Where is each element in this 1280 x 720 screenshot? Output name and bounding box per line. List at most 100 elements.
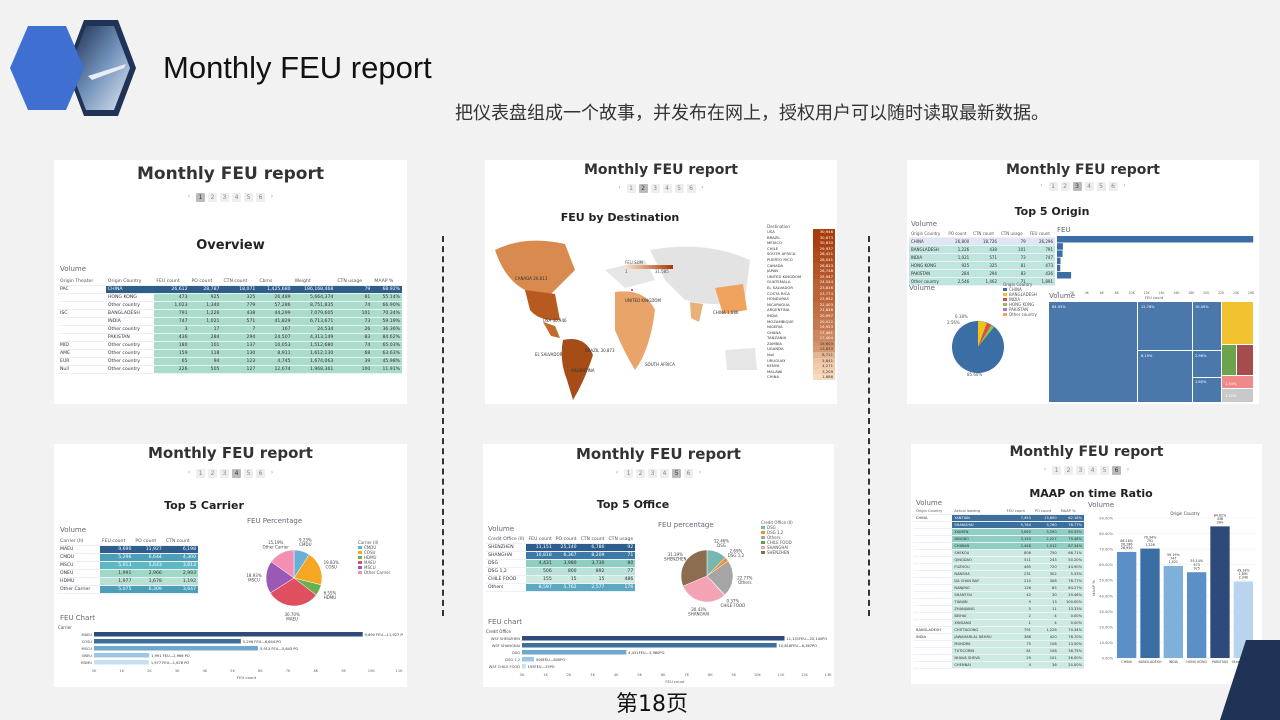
table-header-row: Origin Country PO count CTN count CTN usage… <box>909 230 1055 238</box>
axis-tick: 18K <box>1188 291 1195 295</box>
destination-name: Null <box>767 352 775 358</box>
table-cell: 1,512,680 <box>292 341 336 350</box>
table-cell: 1,021 <box>946 253 972 262</box>
maap-bar-label: 70.34% <box>1144 536 1157 540</box>
axis-tick: 6K <box>1100 291 1105 295</box>
destination-value: 20,997 <box>813 312 835 319</box>
pager-next-button[interactable]: › <box>270 193 274 200</box>
pager-page-5[interactable]: 5 <box>1100 466 1109 475</box>
pager-page-2[interactable]: 2 <box>1060 182 1070 191</box>
table-header-cell: FEU count <box>154 278 190 286</box>
maap-bar-label: 1,226 <box>1145 543 1154 547</box>
maap-bar-name: HONG KONG <box>1186 660 1207 664</box>
pager-page-5[interactable]: 5 <box>244 193 253 202</box>
pager-page-6[interactable]: 6 <box>256 469 265 478</box>
pager-page-4[interactable]: 4 <box>662 184 672 193</box>
maap-bar-name: INDIA <box>1169 660 1179 664</box>
section-heading: FEU by Destination <box>560 211 680 224</box>
pager-page-1[interactable]: 1 <box>1052 466 1061 475</box>
axis-tick: 11K <box>777 673 785 677</box>
destination-row: TANZANIA 17,404 <box>767 335 835 341</box>
pager-prev-button[interactable]: ‹ <box>618 184 621 191</box>
pager-page-3[interactable]: 3 <box>1076 466 1085 475</box>
pager-page-6[interactable]: 6 <box>1108 182 1118 191</box>
pager-prev-button[interactable]: ‹ <box>615 469 619 476</box>
pager-prev-button[interactable]: ‹ <box>1040 182 1043 189</box>
carrier-pie-label-name: CMDU <box>299 542 311 547</box>
office-pie-label-name: CHILE FOOD <box>721 603 746 608</box>
destination-value: 20,012 <box>813 318 835 325</box>
map-label: EL SALVADOR <box>535 352 563 357</box>
pager-page-6[interactable]: 6 <box>1112 466 1121 475</box>
pager-page-5[interactable]: 5 <box>672 469 681 478</box>
pager-page-6[interactable]: 6 <box>256 193 265 202</box>
maap-bar-label: 284 <box>1217 521 1223 525</box>
pager-page-3[interactable]: 3 <box>220 469 229 478</box>
table-cell <box>914 556 953 564</box>
pager-next-button[interactable]: › <box>1123 182 1126 189</box>
carrier-table: Carrier (II) FEU count PO count CTN count MA… <box>58 538 198 594</box>
panel-title: Monthly FEU report <box>1009 444 1164 460</box>
office-bar <box>522 657 534 662</box>
pager-page-5[interactable]: 5 <box>1096 182 1106 191</box>
panel-carrier: Monthly FEU report ‹ 1 2 3 4 5 6 › Top 5… <box>54 444 407 687</box>
table-cell: BEIHAI <box>952 612 1005 620</box>
table-cell <box>914 605 953 613</box>
pager-page-3[interactable]: 3 <box>220 193 229 202</box>
table-cell: Other country <box>909 277 947 286</box>
legend-item: HDMU <box>358 555 390 560</box>
pager-page-6[interactable]: 6 <box>686 184 696 193</box>
pager-prev-button[interactable]: ‹ <box>1043 466 1047 473</box>
table-row: MID Other country 180 101 137 10,053 1,512,680… <box>58 341 402 350</box>
pager-next-button[interactable]: › <box>701 184 704 191</box>
pager-page-4[interactable]: 4 <box>660 469 669 478</box>
pager-page-4[interactable]: 4 <box>232 469 241 478</box>
table-header-cell: Origin Theater <box>58 278 106 286</box>
office-pie-label-name: Others <box>738 580 751 585</box>
carrier-bar-name: MAEU <box>82 633 93 637</box>
table-cell: 6,713,671 <box>292 317 336 326</box>
table-cell: 73 <box>335 317 373 326</box>
origin-bar <box>1057 250 1063 257</box>
pager-prev-button[interactable]: ‹ <box>187 469 191 476</box>
pager-page-3[interactable]: 3 <box>650 184 660 193</box>
pager-next-button[interactable]: › <box>698 469 702 476</box>
pager-page-2[interactable]: 2 <box>1064 466 1073 475</box>
table-cell: 45.98% <box>372 357 402 366</box>
pager-page-4[interactable]: 4 <box>232 193 241 202</box>
pager-prev-button[interactable]: ‹ <box>187 193 191 200</box>
treemap-cell <box>1138 302 1192 350</box>
table-cell <box>914 619 953 627</box>
table-cell <box>58 325 106 334</box>
pager-page-4[interactable]: 4 <box>1088 466 1097 475</box>
table-cell: 81 <box>1004 647 1033 655</box>
pager-page-1[interactable]: 1 <box>624 469 633 478</box>
table-cell: JAWAHARLAL NEHRU <box>952 633 1005 641</box>
pager-page-6[interactable]: 6 <box>684 469 693 478</box>
table-cell: 101 <box>335 309 373 318</box>
table-cell: 9 <box>1004 598 1033 606</box>
maap-bar-label: 68.18% <box>1120 539 1133 543</box>
pager-page-1[interactable]: 1 <box>626 184 636 193</box>
pager-page-5[interactable]: 5 <box>674 184 684 193</box>
pager-page-1[interactable]: 1 <box>196 469 205 478</box>
pager-page-3[interactable]: 3 <box>1072 182 1082 191</box>
pager-next-button[interactable]: › <box>270 469 274 476</box>
table-row: CHENNAI 4 36 20.00% <box>914 661 1084 669</box>
pager-page-5[interactable]: 5 <box>244 469 253 478</box>
table-cell: 4,300 <box>163 553 198 562</box>
pager-page-2[interactable]: 2 <box>208 193 217 202</box>
pager-page-1[interactable]: 1 <box>1048 182 1058 191</box>
pager-page-2[interactable]: 2 <box>208 469 217 478</box>
pager-page-2[interactable]: 2 <box>638 184 648 193</box>
table-header-cell: FEU count <box>99 538 134 546</box>
destination-value: 26,748 <box>813 268 835 274</box>
legend-label: MAEU <box>364 560 376 565</box>
pager-next-button[interactable]: › <box>1126 466 1130 473</box>
pager-page-1[interactable]: 1 <box>196 193 205 202</box>
table-cell: 325 <box>221 293 258 302</box>
pager-page-4[interactable]: 4 <box>1084 182 1094 191</box>
pager-page-2[interactable]: 2 <box>636 469 645 478</box>
table-cell <box>914 542 953 550</box>
pager-page-3[interactable]: 3 <box>648 469 657 478</box>
